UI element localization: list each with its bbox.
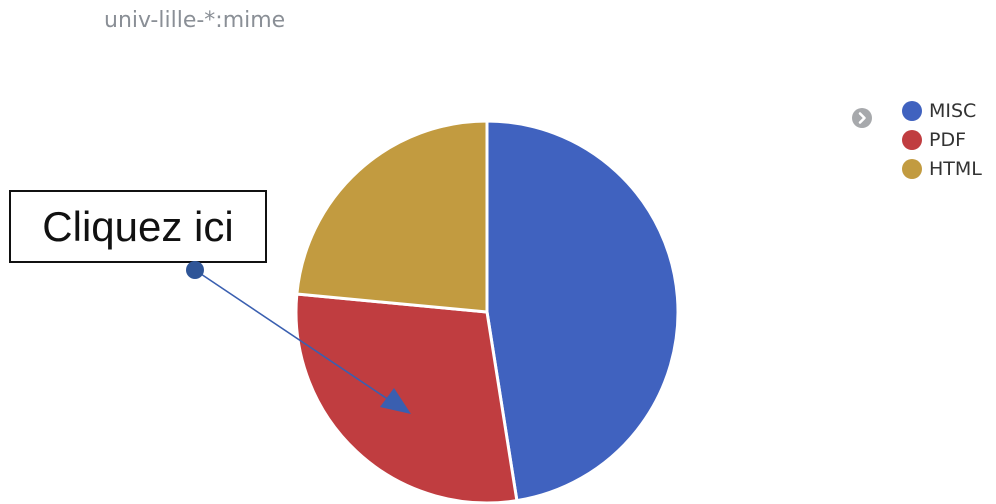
pie-slice-misc[interactable]	[485, 119, 680, 503]
legend-list: MISC PDF HTML	[902, 96, 982, 183]
legend-label: MISC	[929, 99, 977, 122]
legend-item-pdf[interactable]: PDF	[902, 125, 982, 154]
legend-swatch-icon	[902, 158, 922, 179]
chevron-right-circle-icon[interactable]	[852, 108, 872, 128]
callout-text: Cliquez ici	[42, 202, 234, 250]
callout-box: Cliquez ici	[9, 190, 267, 263]
pie-slice-html[interactable]	[295, 119, 489, 314]
legend-item-misc[interactable]: MISC	[902, 96, 982, 125]
chart-title: univ-lille-*:mime	[104, 8, 286, 33]
legend-label: PDF	[929, 128, 967, 151]
legend-item-html[interactable]: HTML	[902, 154, 982, 183]
legend-swatch-icon	[902, 100, 922, 121]
legend-swatch-icon	[902, 129, 922, 150]
pie-slice-pdf[interactable]	[294, 292, 519, 504]
legend-label: HTML	[929, 157, 982, 180]
